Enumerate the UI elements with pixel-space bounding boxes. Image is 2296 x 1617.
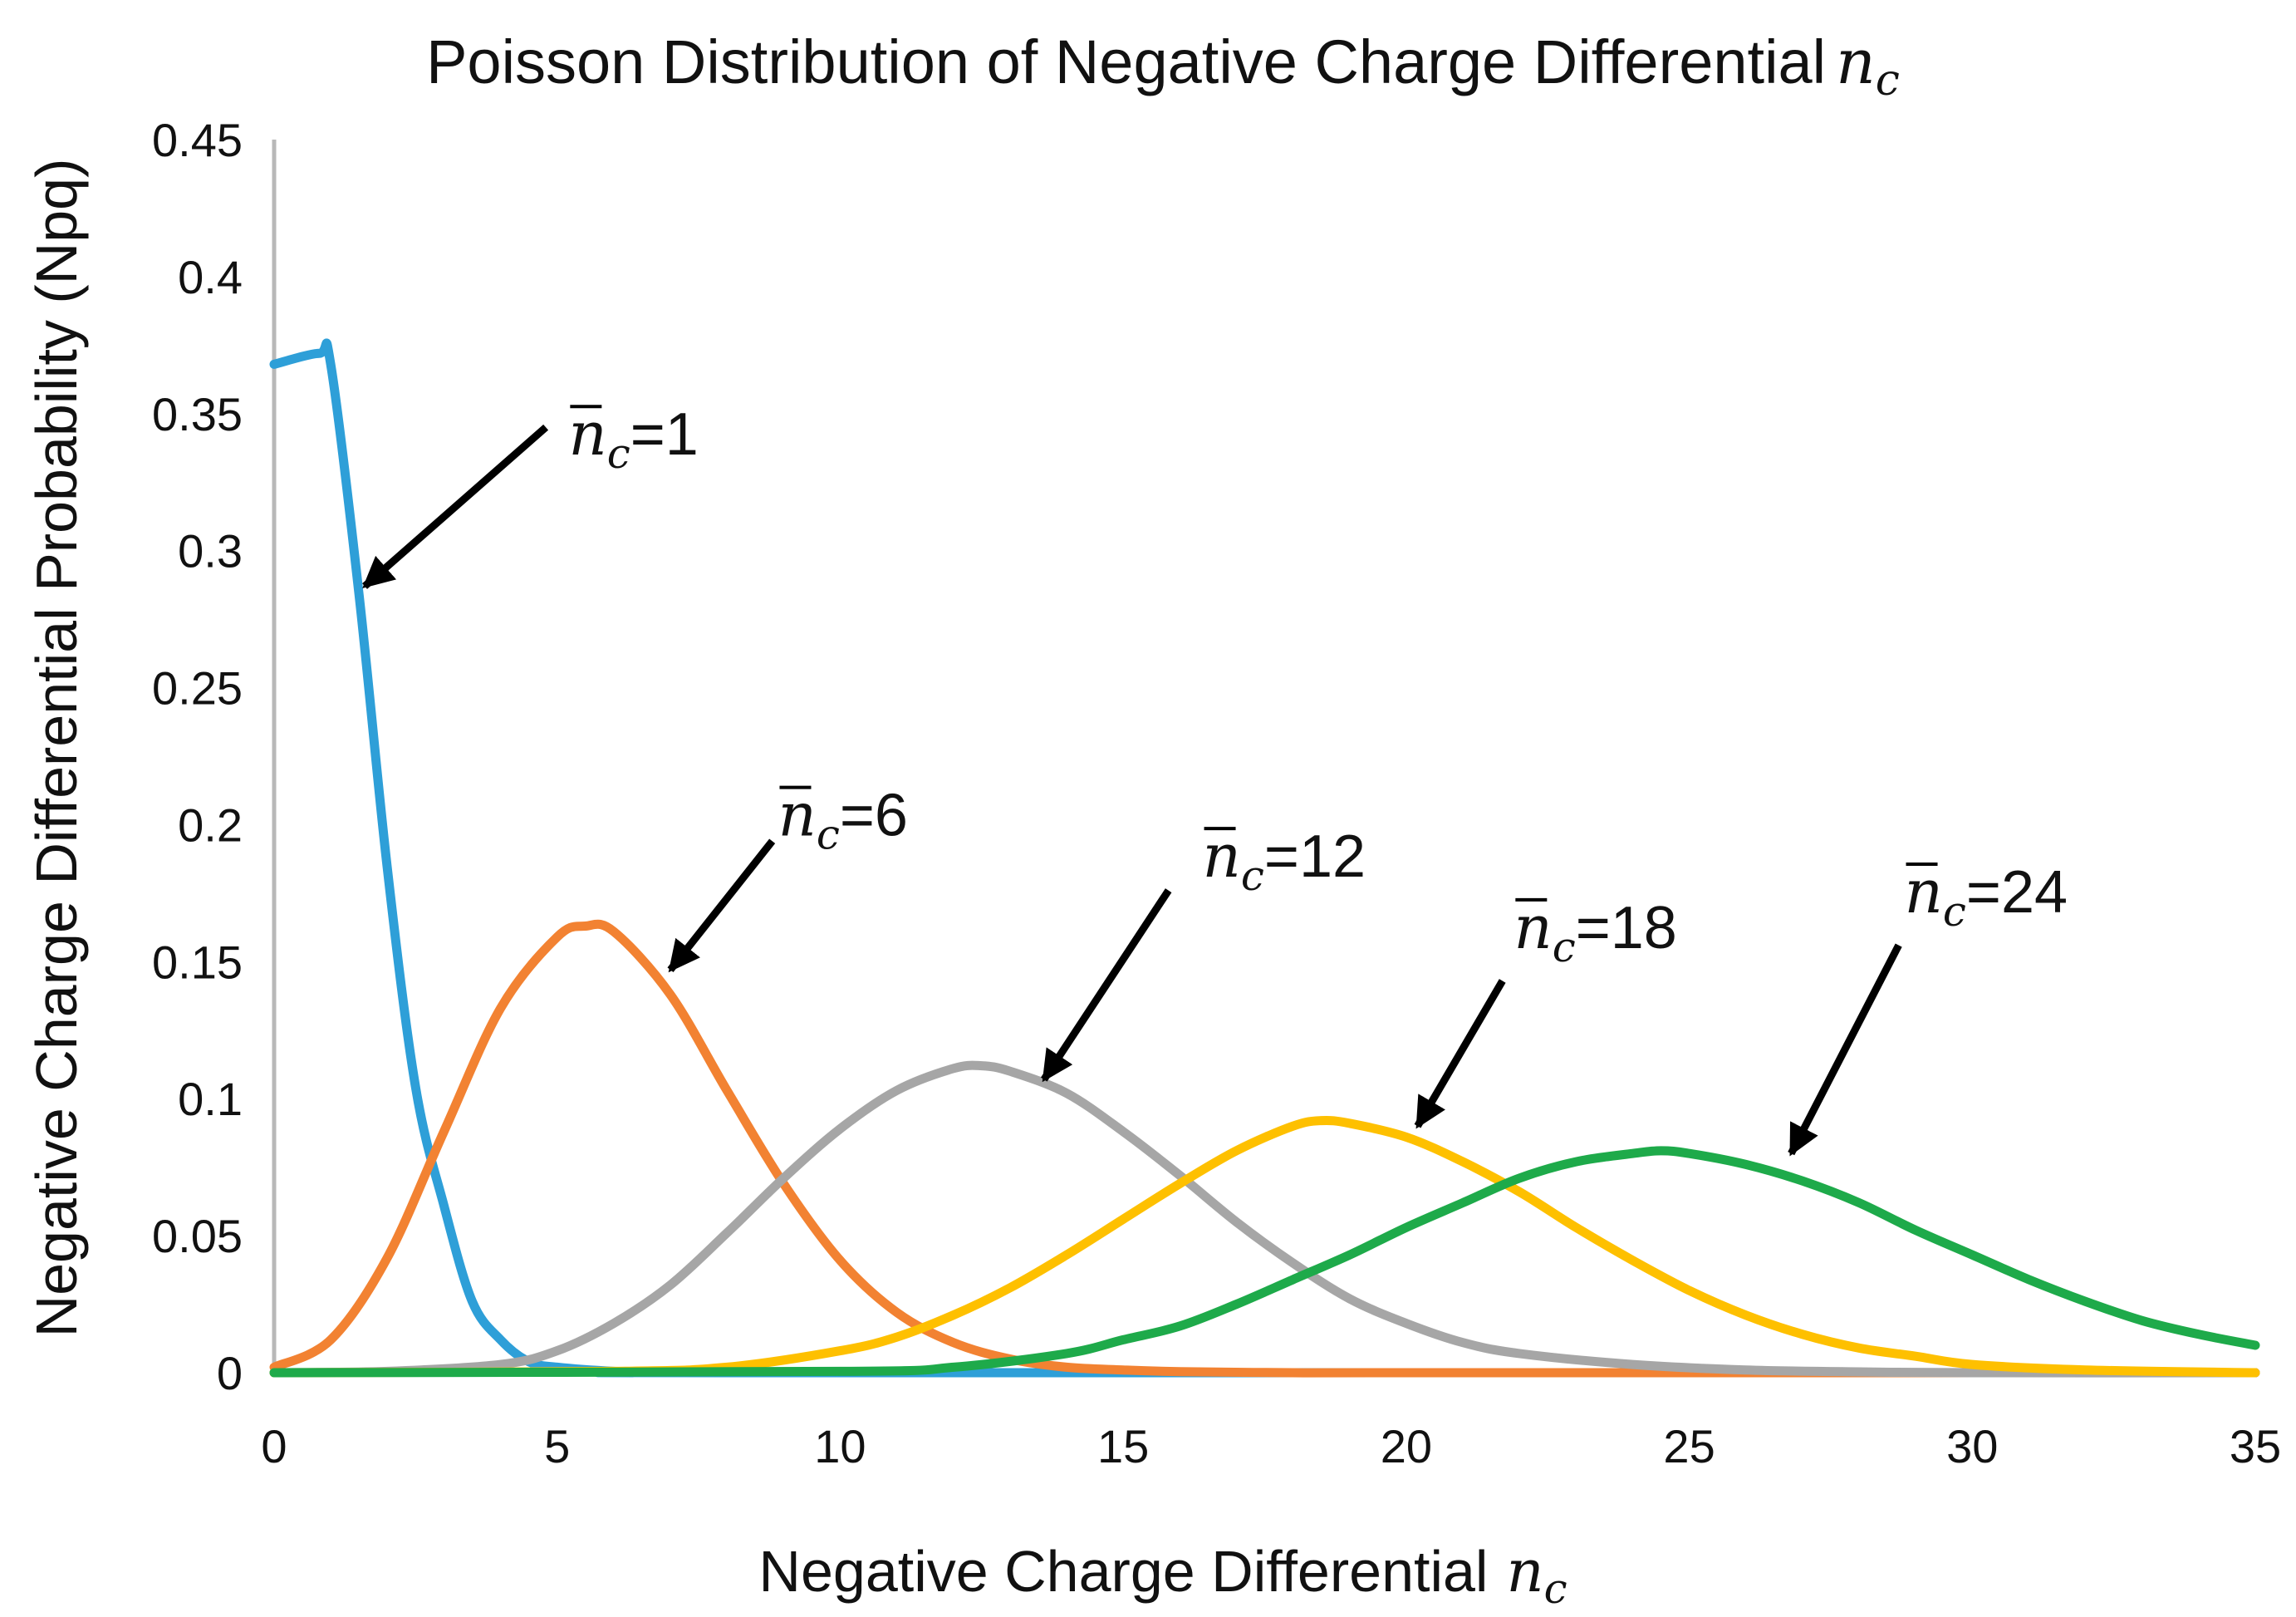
x-tick-label: 35 [2230, 1420, 2281, 1472]
annotation-arrow-24 [1788, 943, 1902, 1157]
annotation-text: nc=6 [778, 780, 907, 859]
x-axis-title: Negative Charge Differential nc [758, 1537, 1567, 1613]
annotation-arrow-6 [667, 838, 776, 973]
series-layer [269, 338, 2260, 1378]
annotation-math: n [1203, 821, 1241, 891]
y-axis-title: Negative Charge Differential Probability… [24, 159, 89, 1338]
x-tick-label: 10 [814, 1420, 866, 1472]
y-tick-label: 0.15 [152, 936, 243, 988]
y-tick-label: 0 [217, 1347, 243, 1399]
y-tick-label: 0.3 [178, 525, 243, 578]
x-tick-label: 30 [1946, 1420, 1998, 1472]
x-tick-label: 20 [1381, 1420, 1432, 1472]
axes: 0 0.05 0.1 0.15 0.2 0.25 0.3 0.35 0.4 0.45 0 5 10 15 2… [152, 114, 2281, 1472]
annotation-value: =6 [840, 783, 908, 849]
x-tick-label: 0 [261, 1420, 287, 1472]
chart-title-text: Poisson Distribution of Negative Charge … [426, 27, 1826, 96]
annotation-label-6: nc=6 [778, 780, 907, 859]
annotation-text: nc=1 [568, 399, 698, 478]
annotation-sub: c [1241, 852, 1264, 900]
annotation-math: n [1513, 892, 1552, 962]
chart-title-math: n [1836, 27, 1876, 98]
y-tick-label: 0.4 [178, 251, 243, 303]
annotation-text: nc=12 [1203, 821, 1366, 900]
annotation-sub: c [1943, 887, 1966, 936]
annotation-value: =12 [1264, 823, 1366, 890]
x-axis-title-text: Negative Charge Differential [758, 1539, 1488, 1604]
chart-title-math-sub: c [1876, 56, 1900, 106]
x-tick-label: 25 [1663, 1420, 1715, 1472]
annotation-sub: c [607, 430, 630, 478]
annotation-label-18: nc=18 [1513, 892, 1677, 971]
annotation-math: n [778, 780, 816, 850]
y-tick-label: 0.35 [152, 388, 243, 440]
x-tick-label: 15 [1097, 1420, 1149, 1472]
annotation-arrow-12 [1040, 888, 1172, 1083]
series-line-mean-18 [269, 1115, 2260, 1378]
chart-title: Poisson Distribution of Negative Charge … [426, 27, 1900, 106]
annotation-label-12: nc=12 [1203, 821, 1366, 900]
annotation-label-1: nc=1 [568, 399, 698, 478]
annotation-text: nc=24 [1905, 857, 2068, 936]
annotation-value: =1 [630, 401, 699, 468]
annotation-sub: c [817, 811, 840, 859]
series-line-mean-24 [269, 1146, 2260, 1378]
annotation-sub: c [1553, 923, 1576, 971]
y-tick-label: 0.25 [152, 662, 243, 715]
x-axis-title-math: n [1506, 1537, 1543, 1605]
series-line-mean-12 [269, 1060, 2260, 1378]
x-axis-title-math-sub: c [1544, 1565, 1567, 1613]
annotation-value: =18 [1576, 895, 1677, 961]
y-tick-label: 0.45 [152, 114, 243, 166]
annotation-value: =24 [1966, 859, 2068, 926]
x-tick-label: 5 [544, 1420, 570, 1472]
y-tick-label: 0.1 [178, 1073, 243, 1125]
y-tick-label: 0.05 [152, 1210, 243, 1262]
annotation-math: n [568, 399, 606, 469]
annotation-label-24: nc=24 [1905, 857, 2068, 936]
annotation-arrow-18 [1414, 979, 1506, 1129]
series-line-mean-6 [269, 919, 2260, 1378]
annotation-text: nc=18 [1513, 892, 1677, 971]
y-tick-label: 0.2 [178, 799, 243, 851]
annotation-math: n [1905, 857, 1943, 926]
annotation-arrow-1 [362, 424, 549, 589]
